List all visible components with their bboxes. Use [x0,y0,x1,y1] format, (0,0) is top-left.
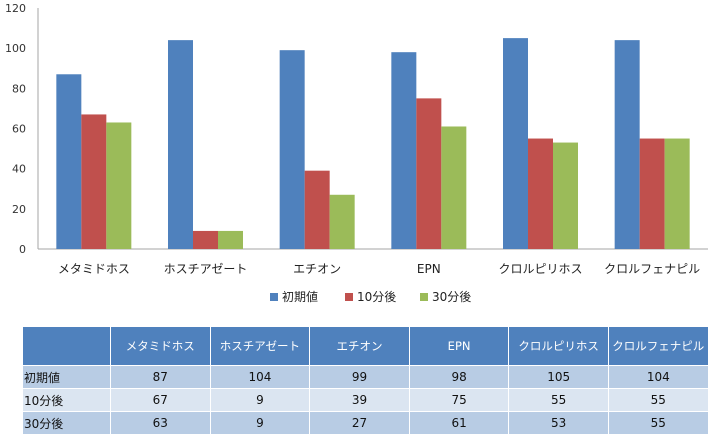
table-cell: 27 [309,411,410,435]
x-category-label: EPN [417,262,441,276]
table-cell: 39 [309,388,410,412]
table-cell: 104 [209,365,311,389]
bar [193,230,218,249]
table-corner [22,326,111,366]
legend-swatch [270,293,278,301]
bar [279,50,305,249]
bar [664,138,690,249]
bar [168,40,193,250]
y-tick-label: 80 [12,82,26,95]
bar [614,40,640,250]
table-cell: 63 [110,411,211,435]
bar [56,74,82,250]
table-cell: 55 [607,411,709,435]
table-cell: 104 [607,365,709,389]
bar [503,38,528,249]
legend: 初期値 10分後 30分後 [270,289,471,304]
table-cell: 67 [110,388,211,412]
category-labels: メタミドホス ホスチアゼート エチオン EPN クロルピリホス クロルフェナピル [58,262,700,276]
legend-label: 初期値 [282,289,318,304]
bar [416,98,442,249]
bar [639,138,665,249]
legend-label: 30分後 [432,290,471,304]
table-cell: 55 [607,388,709,412]
column-header: エチオン [309,326,410,366]
table-cell: 98 [408,365,510,389]
x-category-label: エチオン [293,262,341,276]
table-cell: 61 [408,411,510,435]
y-tick-label: 40 [12,163,26,176]
table-header-row: メタミドホス ホスチアゼート エチオン EPN クロルピリホス クロルフェナピル [22,326,709,366]
row-label: 30分後 [22,411,111,435]
x-category-label: クロルフェナピル [604,262,700,276]
column-header: クロルフェナピル [607,326,709,366]
y-axis-ticks: 0 20 40 60 80 100 120 [5,2,26,256]
column-header: クロルピリホス [508,326,609,366]
bar [81,114,107,249]
table-cell: 55 [508,388,609,412]
row-label: 10分後 [22,388,111,412]
table-row: 30分後 63 9 27 61 53 55 [22,411,709,435]
bar [218,230,243,249]
y-tick-label: 100 [5,42,26,55]
x-category-label: メタミドホス [58,262,130,276]
table-cell: 87 [110,365,211,389]
legend-swatch [345,293,353,301]
bar-chart: 0 20 40 60 80 100 120 メタミドホス ホスチアゼート エチオン EPN クロルピ… [5,2,708,304]
y-tick-label: 20 [12,203,26,216]
table-row: 10分後 67 9 39 75 55 55 [22,388,709,412]
bar [329,194,355,249]
bar [441,126,467,249]
y-tick-label: 120 [5,2,26,15]
bar [304,170,330,249]
x-category-label: ホスチアゼート [164,262,248,276]
bar [391,52,417,249]
row-label: 初期値 [22,365,111,389]
x-category-label: クロルピリホス [498,262,582,276]
y-tick-label: 0 [19,243,26,256]
bars [56,38,690,250]
table-cell: 75 [408,388,510,412]
table-cell: 105 [508,365,609,389]
bar [553,142,578,249]
y-tick-label: 60 [12,123,26,136]
table-cell: 9 [209,411,311,435]
bar [528,138,553,249]
column-header: メタミドホス [110,326,211,366]
legend-swatch [420,293,428,301]
table-cell: 9 [209,388,311,412]
bar [106,122,132,249]
table-cell: 99 [309,365,410,389]
data-table: メタミドホス ホスチアゼート エチオン EPN クロルピリホス クロルフェナピル… [22,326,709,435]
column-header: EPN [408,326,510,366]
column-header: ホスチアゼート [209,326,311,366]
table-row: 初期値 87 104 99 98 105 104 [22,365,709,389]
legend-label: 10分後 [357,290,396,304]
table-cell: 53 [508,411,609,435]
